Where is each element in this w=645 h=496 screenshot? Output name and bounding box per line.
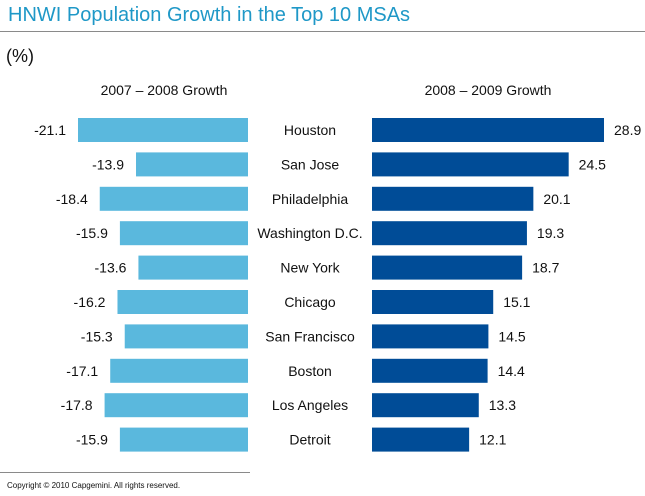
bar-right bbox=[372, 290, 494, 314]
bar-right bbox=[372, 152, 569, 177]
data-label-left: -15.9 bbox=[76, 432, 108, 448]
data-label-left: -17.1 bbox=[66, 363, 98, 379]
data-label-right: 24.5 bbox=[579, 156, 606, 172]
bar-right bbox=[372, 393, 479, 418]
bar-left bbox=[104, 393, 248, 418]
series-header-left: 2007 – 2008 Growth bbox=[101, 82, 228, 98]
bar-right bbox=[372, 427, 470, 452]
data-label-right: 20.1 bbox=[543, 191, 570, 207]
data-label-right: 12.1 bbox=[479, 432, 506, 448]
category-label: Houston bbox=[284, 122, 336, 138]
data-label-left: -17.8 bbox=[61, 397, 93, 413]
bar-right bbox=[372, 118, 604, 142]
category-label: Chicago bbox=[284, 294, 336, 310]
bar-left bbox=[136, 152, 248, 177]
bar-left bbox=[119, 427, 248, 452]
data-label-right: 14.4 bbox=[498, 363, 525, 379]
bar-left bbox=[124, 324, 248, 349]
bar-left bbox=[99, 186, 248, 211]
chart-title: HNWI Population Growth in the Top 10 MSA… bbox=[8, 4, 411, 26]
data-label-right: 14.5 bbox=[498, 328, 525, 344]
category-label: Los Angeles bbox=[272, 397, 348, 413]
data-label-left: -13.6 bbox=[95, 260, 127, 276]
data-label-right: 18.7 bbox=[532, 260, 559, 276]
category-label: New York bbox=[280, 260, 340, 276]
bar-right bbox=[372, 358, 488, 383]
data-label-right: 28.9 bbox=[614, 122, 641, 138]
bar-right bbox=[372, 221, 527, 246]
bar-left bbox=[117, 290, 249, 314]
category-label: Washington D.C. bbox=[257, 225, 362, 241]
title-divider bbox=[0, 31, 645, 32]
bar-right bbox=[372, 324, 489, 349]
data-label-right: 15.1 bbox=[503, 294, 530, 310]
data-label-left: -16.2 bbox=[74, 294, 106, 310]
category-label: San Francisco bbox=[265, 328, 355, 344]
category-label: San Jose bbox=[281, 156, 340, 172]
data-label-left: -13.9 bbox=[92, 156, 124, 172]
category-label: Philadelphia bbox=[272, 191, 348, 207]
category-label: Boston bbox=[288, 363, 332, 379]
footer-divider bbox=[0, 472, 250, 473]
data-label-left: -15.3 bbox=[81, 328, 113, 344]
bar-left bbox=[138, 255, 248, 280]
data-label-right: 13.3 bbox=[489, 397, 516, 413]
unit-label: (%) bbox=[6, 46, 34, 66]
category-label: Detroit bbox=[289, 432, 330, 448]
series-header-right: 2008 – 2009 Growth bbox=[425, 82, 552, 98]
bar-left bbox=[110, 358, 249, 383]
bar-left bbox=[119, 221, 248, 246]
data-label-left: -18.4 bbox=[56, 191, 88, 207]
data-label-left: -21.1 bbox=[34, 122, 66, 138]
bar-left bbox=[78, 118, 248, 142]
chart: 2007 – 2008 Growth 2008 – 2009 Growth -21.… bbox=[34, 82, 641, 452]
bar-right bbox=[372, 186, 534, 211]
copyright-text: Copyright © 2010 Capgemini. All rights r… bbox=[7, 481, 181, 490]
bar-right bbox=[372, 255, 523, 280]
data-label-right: 19.3 bbox=[537, 225, 564, 241]
data-label-left: -15.9 bbox=[76, 225, 108, 241]
